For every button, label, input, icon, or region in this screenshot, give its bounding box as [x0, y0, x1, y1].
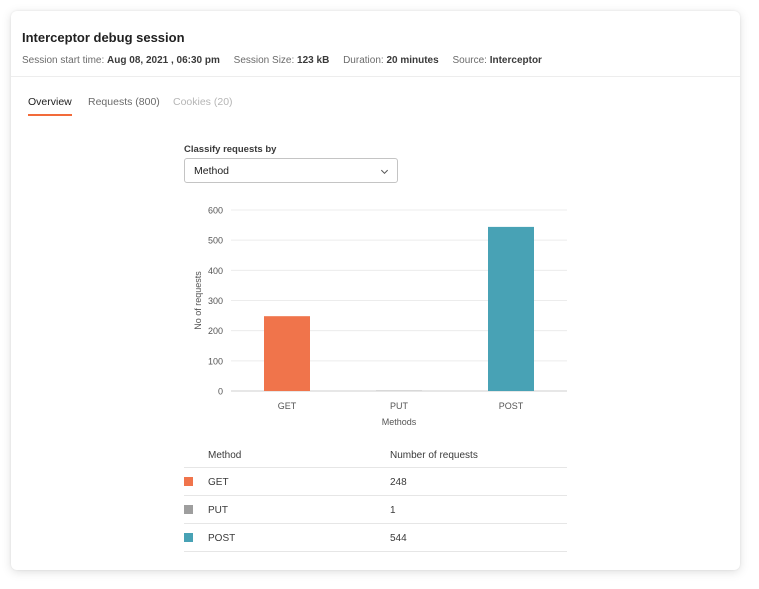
y-tick-label: 600 [208, 206, 223, 216]
chevron-down-icon [380, 169, 389, 175]
meta-duration: Duration: 20 minutes [343, 55, 439, 66]
tab-overview[interactable]: Overview [28, 96, 72, 116]
tab-requests[interactable]: Requests (800) [88, 96, 160, 108]
legend-swatch-get [184, 477, 193, 486]
table-row: GET 248 [184, 468, 567, 496]
meta-session-size: Session Size: 123 kB [233, 55, 330, 66]
session-meta: Session start time: Aug 08, 2021 , 06:30… [22, 55, 553, 66]
table-row: PUT 1 [184, 496, 567, 524]
y-tick-label: 500 [208, 236, 223, 246]
x-tick-label: GET [278, 401, 297, 411]
session-card: Interceptor debug session Session start … [11, 11, 740, 570]
y-tick-label: 100 [208, 356, 223, 366]
y-axis-label: No of requests [193, 271, 203, 330]
requests-bar-chart: 0 100 200 300 400 500 600 GET PUT POST Methods No o… [193, 206, 567, 427]
table-header-row: Method Number of requests [184, 445, 567, 468]
x-tick-label: PUT [390, 401, 409, 411]
y-tick-label: 0 [218, 387, 223, 397]
table-header-method: Method [208, 450, 242, 461]
table-header-count: Number of requests [390, 450, 478, 461]
y-tick-label: 300 [208, 296, 223, 306]
tab-cookies: Cookies (20) [173, 96, 233, 108]
legend-swatch-post [184, 533, 193, 542]
classify-label: Classify requests by [184, 144, 277, 155]
bar-post [488, 226, 534, 391]
table-row: POST 544 [184, 524, 567, 552]
y-tick-label: 200 [208, 326, 223, 336]
y-tick-label: 400 [208, 266, 223, 276]
session-title: Interceptor debug session [22, 30, 185, 45]
legend-swatch-put [184, 505, 193, 514]
method-table: Method Number of requests GET 248 PUT 1 … [184, 445, 567, 552]
bar-get [264, 316, 310, 391]
session-header: Interceptor debug session Session start … [11, 11, 740, 77]
classify-selected-value: Method [194, 165, 230, 177]
x-tick-label: POST [499, 401, 524, 411]
row-method: GET [208, 477, 229, 488]
row-method: POST [208, 533, 236, 544]
row-count: 1 [390, 505, 396, 516]
x-axis-label: Methods [382, 417, 417, 427]
row-method: PUT [208, 505, 228, 516]
meta-start-time: Session start time: Aug 08, 2021 , 06:30… [22, 55, 220, 66]
meta-source: Source: Interceptor [452, 55, 542, 66]
row-count: 544 [390, 533, 407, 544]
row-count: 248 [390, 477, 407, 488]
classify-select[interactable]: Method [184, 158, 398, 183]
